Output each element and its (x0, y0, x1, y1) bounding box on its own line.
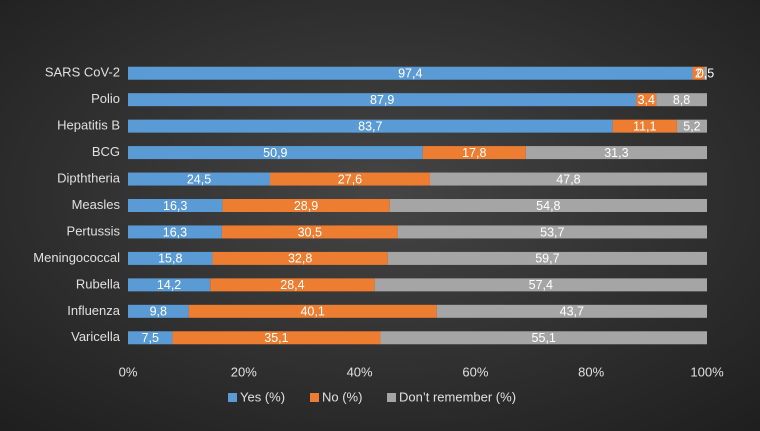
value-label: 55,1 (532, 331, 556, 345)
bar-segment (172, 331, 381, 345)
legend-swatch (387, 393, 396, 402)
value-label: 97,4 (398, 67, 422, 81)
value-label: 40,1 (300, 305, 324, 319)
legend-swatch (310, 393, 319, 402)
bar-segment (128, 172, 270, 186)
bar-segment (128, 304, 189, 318)
legend-label: Don’t remember (%) (399, 389, 516, 404)
value-label: 28,9 (294, 199, 318, 213)
value-label: 15,8 (158, 252, 182, 266)
y-tick-label: Measles (72, 197, 121, 212)
bar-segment (525, 146, 707, 160)
value-label: 43,7 (560, 305, 584, 319)
value-label: 53,7 (540, 225, 564, 239)
legend-label: Yes (%) (240, 389, 285, 404)
bar-segment (128, 251, 213, 265)
legend-label: No (%) (322, 389, 362, 404)
bar-segment (128, 225, 222, 239)
value-label: 30,5 (298, 225, 322, 239)
value-label: 31,3 (604, 146, 628, 160)
bar-segment (676, 119, 707, 133)
bar-segment (397, 225, 707, 239)
value-label: 0,5 (697, 67, 714, 81)
bar-segment (128, 66, 693, 80)
bar-segment (128, 331, 173, 345)
value-label: 5,2 (683, 119, 700, 133)
value-label: 14,2 (157, 278, 181, 292)
value-label: 28,4 (280, 278, 304, 292)
value-label: 83,7 (358, 119, 382, 133)
bar-segment (380, 331, 707, 345)
legend-swatch (228, 393, 237, 402)
value-label: 8,8 (673, 93, 690, 107)
value-label: 57,4 (529, 278, 553, 292)
value-label: 16,3 (163, 199, 187, 213)
value-label: 16,3 (163, 225, 187, 239)
y-tick-label: Rubella (76, 276, 121, 291)
bar-segment (269, 172, 430, 186)
bar-segment (128, 119, 613, 133)
bar-segment (422, 146, 526, 160)
value-label: 24,5 (187, 172, 211, 186)
y-tick-label: Meningococcal (33, 250, 120, 265)
value-label: 54,8 (536, 199, 560, 213)
value-label: 2 (695, 67, 702, 81)
bar-segment (128, 146, 423, 160)
y-tick-label: SARS CoV-2 (45, 65, 120, 80)
value-label: 47,8 (556, 172, 580, 186)
y-tick-label: Polio (91, 91, 120, 106)
value-label: 3,4 (638, 93, 655, 107)
value-label: 87,9 (370, 93, 394, 107)
value-label: 7,5 (142, 331, 159, 345)
y-tick-label: Dipththeria (57, 170, 121, 185)
x-tick-label: 40% (347, 364, 373, 379)
x-tick-label: 60% (462, 364, 488, 379)
value-label: 9,8 (150, 305, 167, 319)
bar-segment (374, 278, 707, 292)
bar-segment (210, 278, 375, 292)
y-tick-label: BCG (92, 144, 120, 159)
value-label: 17,8 (462, 146, 486, 160)
bar-segment (128, 278, 211, 292)
y-tick-label: Influenza (67, 303, 121, 318)
value-label: 27,6 (338, 172, 362, 186)
y-tick-label: Varicella (71, 329, 121, 344)
bar-segment (436, 304, 707, 318)
bar-segment (636, 93, 657, 107)
value-label: 50,9 (263, 146, 287, 160)
x-tick-label: 0% (119, 364, 138, 379)
bar-segment (656, 93, 707, 107)
bar-segment (188, 304, 437, 318)
bar-segment (387, 251, 707, 265)
value-label: 59,7 (535, 252, 559, 266)
bar-segment (429, 172, 707, 186)
bar-segment (692, 66, 705, 80)
bar-segment (128, 93, 637, 107)
x-tick-label: 20% (231, 364, 257, 379)
value-label: 11,1 (633, 119, 656, 133)
x-tick-label: 100% (690, 364, 724, 379)
bar-segment (389, 199, 707, 212)
value-label: 32,8 (288, 252, 312, 266)
bar-segment (128, 199, 223, 212)
bar-segment (612, 119, 677, 133)
bar-segment (222, 199, 390, 212)
y-tick-label: Pertussis (67, 223, 121, 238)
bar-segment (212, 251, 388, 265)
bar-segment (221, 225, 398, 239)
y-tick-label: Hepatitis B (57, 118, 120, 133)
bar-segment (704, 66, 707, 80)
value-label: 35,1 (264, 331, 288, 345)
x-tick-label: 80% (578, 364, 604, 379)
